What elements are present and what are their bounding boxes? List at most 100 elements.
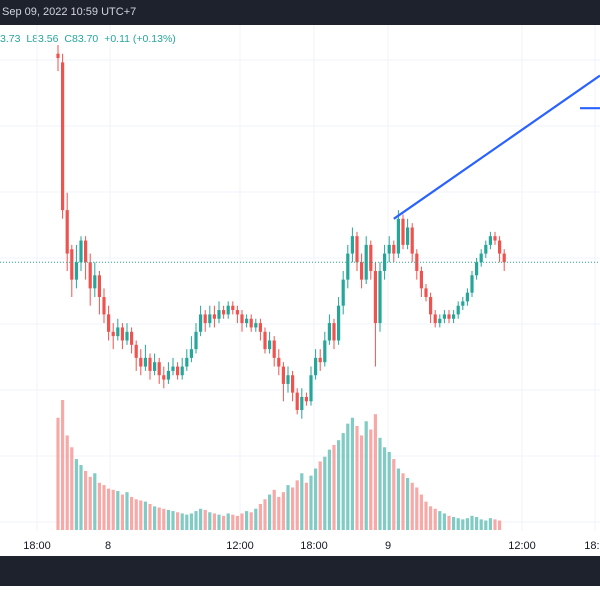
candle-body [70, 249, 74, 280]
candlestick-chart[interactable]: 18:00 8 12:00 18:00 9 12:00 18:00 [0, 25, 600, 556]
volume-bar [189, 513, 193, 530]
candle-body [419, 270, 423, 289]
volume-bar [318, 461, 322, 530]
candle-body [125, 331, 129, 341]
volume-bar [286, 485, 290, 530]
candle-body [406, 227, 410, 245]
volume-bars [56, 400, 502, 530]
top-toolbar: Sep 09, 2022 10:59 UTC+7 [0, 0, 600, 25]
candle-body [410, 227, 414, 254]
volume-bar [461, 519, 465, 530]
candle-body [295, 392, 299, 410]
candle-body [166, 370, 170, 380]
candle-body [189, 349, 193, 358]
candle-body [222, 310, 226, 315]
volume-bar [410, 482, 414, 530]
volume-bar [185, 514, 189, 530]
volume-bar [419, 494, 423, 530]
candle-body [249, 318, 253, 328]
candle-body [65, 210, 69, 254]
candle-body [323, 340, 327, 363]
candle-body [212, 314, 216, 319]
candle-body [180, 366, 184, 376]
trend-line [393, 74, 600, 220]
volume-bar [166, 509, 170, 530]
candle-body [341, 279, 345, 306]
candle-body [309, 375, 313, 402]
volume-bar [84, 470, 88, 530]
volume-bar [70, 447, 74, 530]
candle-body [134, 344, 138, 358]
candle-body [332, 323, 336, 341]
candle-body [337, 305, 341, 341]
volume-bar [475, 517, 479, 530]
candle-body [456, 305, 460, 315]
x-axis-background [0, 531, 600, 556]
volume-bar [272, 489, 276, 530]
volume-bar [452, 517, 456, 530]
candle-body [61, 62, 65, 211]
volume-bar [134, 499, 138, 530]
candle-body [240, 314, 244, 324]
volume-bar [162, 508, 166, 530]
candle-body [433, 314, 437, 324]
candle-body [281, 366, 285, 384]
candle-body [97, 275, 101, 298]
candle-body [194, 331, 198, 350]
volume-bar [263, 499, 267, 530]
volume-bar [180, 513, 184, 530]
candle-body [171, 366, 175, 371]
volume-bar [249, 512, 253, 530]
candle-body [272, 340, 276, 358]
candle-body [378, 270, 382, 324]
candle-body [415, 253, 419, 271]
candle-body [401, 218, 405, 245]
volume-bar [61, 400, 65, 530]
volume-bar [465, 518, 469, 530]
volume-bar [194, 511, 198, 530]
candle-body [355, 236, 359, 263]
candle-body [157, 362, 161, 376]
candle-body [254, 323, 258, 328]
candle-body [484, 244, 488, 254]
candle-body [235, 310, 239, 315]
volume-bar [139, 500, 143, 530]
volume-bar [295, 480, 299, 530]
volume-bar [79, 465, 83, 530]
x-axis: 18:00 8 12:00 18:00 9 12:00 18:00 [0, 531, 600, 556]
candle-body [231, 305, 235, 311]
candle-body [74, 262, 78, 280]
candle-body [429, 297, 433, 315]
candle-body [327, 323, 331, 341]
candle-body [84, 240, 88, 263]
volume-bar [364, 421, 368, 530]
volume-bar [415, 487, 419, 530]
bottom-strip [0, 586, 600, 600]
volume-bar [300, 473, 304, 530]
candle-body [442, 314, 446, 319]
volume-bar [254, 508, 258, 530]
candle-body [488, 236, 492, 245]
volume-bar [498, 520, 502, 530]
candle-body [208, 314, 212, 324]
candle-body [424, 288, 428, 298]
volume-bar [323, 456, 327, 530]
volume-bar [199, 508, 203, 530]
volume-bar [383, 447, 387, 530]
volume-bar [373, 414, 377, 530]
volume-bar [203, 509, 207, 530]
volume-bar [65, 435, 69, 530]
candle-body [258, 323, 262, 332]
volume-bar [277, 496, 281, 530]
candle-body [176, 366, 180, 376]
candle-body [93, 275, 97, 289]
volume-bar [332, 444, 336, 530]
volume-bar [291, 487, 295, 530]
candle-body [502, 253, 506, 263]
volume-bar [484, 520, 488, 530]
candle-body [452, 314, 456, 319]
candle-body [120, 327, 124, 341]
volume-bar [442, 513, 446, 530]
candle-body [277, 357, 281, 367]
volume-bar [456, 518, 460, 530]
